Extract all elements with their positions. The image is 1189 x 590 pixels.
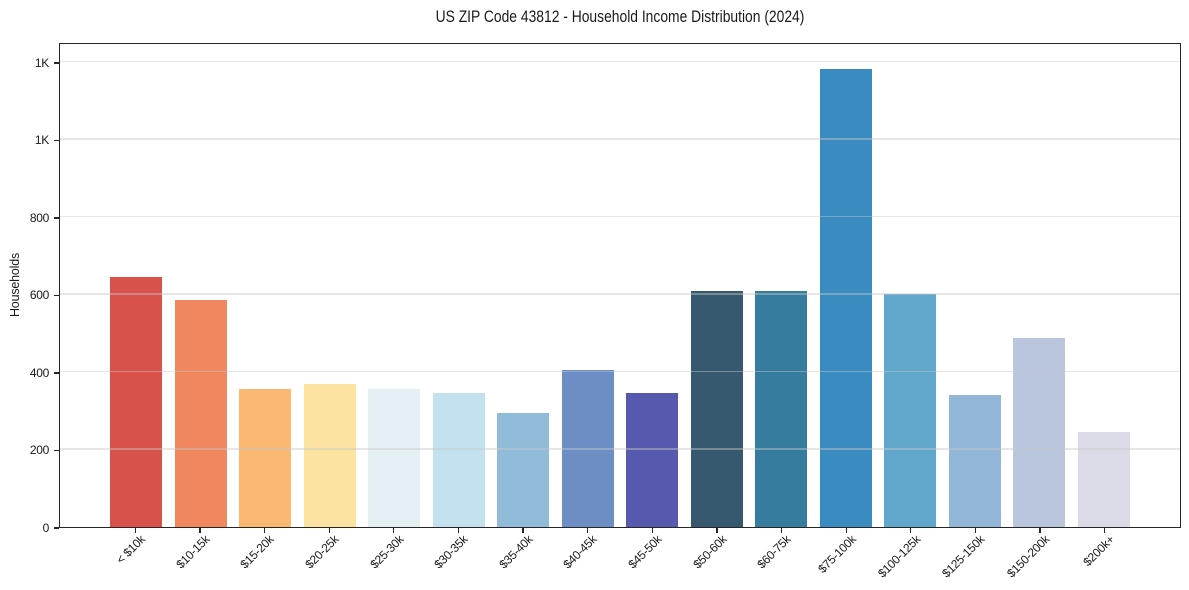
- bar: [1077, 431, 1130, 527]
- bar-slot: [620, 44, 685, 527]
- x-tick-mark: [393, 528, 395, 533]
- bar: [303, 383, 356, 527]
- x-tick-label: $100-125k: [874, 532, 924, 581]
- y-tick-label: 800: [29, 210, 49, 225]
- y-tick-mark: [54, 217, 59, 219]
- bar-slot: [104, 44, 169, 527]
- x-tick-mark: [716, 528, 718, 533]
- y-tick-mark: [54, 294, 59, 297]
- x-tick-label: $75-100k: [814, 532, 859, 576]
- x-tick-mark: [845, 528, 847, 533]
- x-tick-label: $25-30k: [366, 532, 407, 572]
- plot-area: [59, 43, 1181, 528]
- bar-slot: [685, 44, 750, 527]
- x-tick-label: $60-75k: [754, 532, 794, 572]
- bar: [948, 395, 1001, 527]
- x-tick-label: $15-20k: [237, 532, 277, 572]
- x-tick-label: $30-35k: [431, 532, 471, 572]
- bar-slot: [1072, 44, 1137, 527]
- bar: [755, 290, 808, 527]
- x-tick-label: $35-40k: [496, 532, 536, 572]
- bar: [110, 277, 163, 527]
- bar-slot: [878, 44, 943, 527]
- x-tick-mark: [263, 528, 266, 533]
- bars-container: [60, 44, 1180, 527]
- bar-slot: [491, 44, 556, 527]
- y-tick-mark: [54, 62, 59, 64]
- x-tick-label: < $10k: [113, 532, 148, 567]
- bar: [497, 413, 550, 527]
- y-tick-label: 600: [29, 288, 49, 303]
- bar: [368, 388, 421, 527]
- bar-slot: [298, 44, 363, 527]
- x-tick-mark: [522, 528, 524, 533]
- bar: [432, 392, 485, 527]
- x-tick-label: $50-60k: [690, 532, 730, 572]
- chart-title: US ZIP Code 43812 - Household Income Dis…: [435, 8, 805, 26]
- bar: [561, 370, 614, 527]
- bar: [884, 294, 937, 527]
- bar-slot: [814, 44, 879, 527]
- x-tick-label: $20-25k: [302, 532, 342, 572]
- bar-slot: [233, 44, 298, 527]
- y-tick-mark: [54, 372, 59, 374]
- bar-slot: [943, 44, 1008, 527]
- bar: [239, 389, 292, 527]
- x-tick-label: $10-15k: [173, 532, 213, 572]
- x-tick-mark: [1104, 528, 1106, 533]
- x-tick-mark: [328, 528, 330, 533]
- y-tick-label: 1K: [34, 55, 49, 70]
- bar-slot: [556, 44, 621, 527]
- y-tick-label: 400: [29, 365, 49, 380]
- y-tick-label: 1K: [34, 133, 49, 148]
- bar: [690, 291, 743, 527]
- x-tick-mark: [134, 528, 136, 533]
- x-tick-mark: [199, 528, 201, 533]
- y-tick-label: 200: [29, 443, 49, 458]
- bar-slot: [362, 44, 427, 527]
- x-tick-mark: [910, 528, 912, 533]
- x-tick-label: $200k+: [1080, 532, 1117, 569]
- x-tick-label: $125-150k: [939, 532, 988, 581]
- bar: [174, 300, 227, 527]
- bar-slot: [427, 44, 492, 527]
- y-tick-label: 0: [42, 520, 50, 535]
- x-tick-label: $45-50k: [625, 532, 665, 572]
- bar-slot: [1007, 44, 1072, 527]
- bar: [1013, 338, 1066, 527]
- bar-slot: [749, 44, 814, 527]
- bar: [819, 68, 872, 527]
- x-tick-mark: [1039, 528, 1041, 533]
- bar-slot: [169, 44, 234, 527]
- bar: [626, 392, 679, 527]
- x-tick-mark: [587, 528, 589, 533]
- x-tick-mark: [651, 528, 653, 533]
- x-tick-mark: [974, 528, 977, 533]
- y-tick-mark: [54, 449, 59, 452]
- x-tick-label: $40-45k: [560, 532, 600, 572]
- x-tick-mark: [780, 528, 783, 533]
- y-tick-mark: [54, 527, 59, 529]
- x-tick-label: $150-200k: [1004, 532, 1053, 581]
- y-tick-mark: [54, 139, 59, 142]
- x-tick-mark: [457, 528, 460, 533]
